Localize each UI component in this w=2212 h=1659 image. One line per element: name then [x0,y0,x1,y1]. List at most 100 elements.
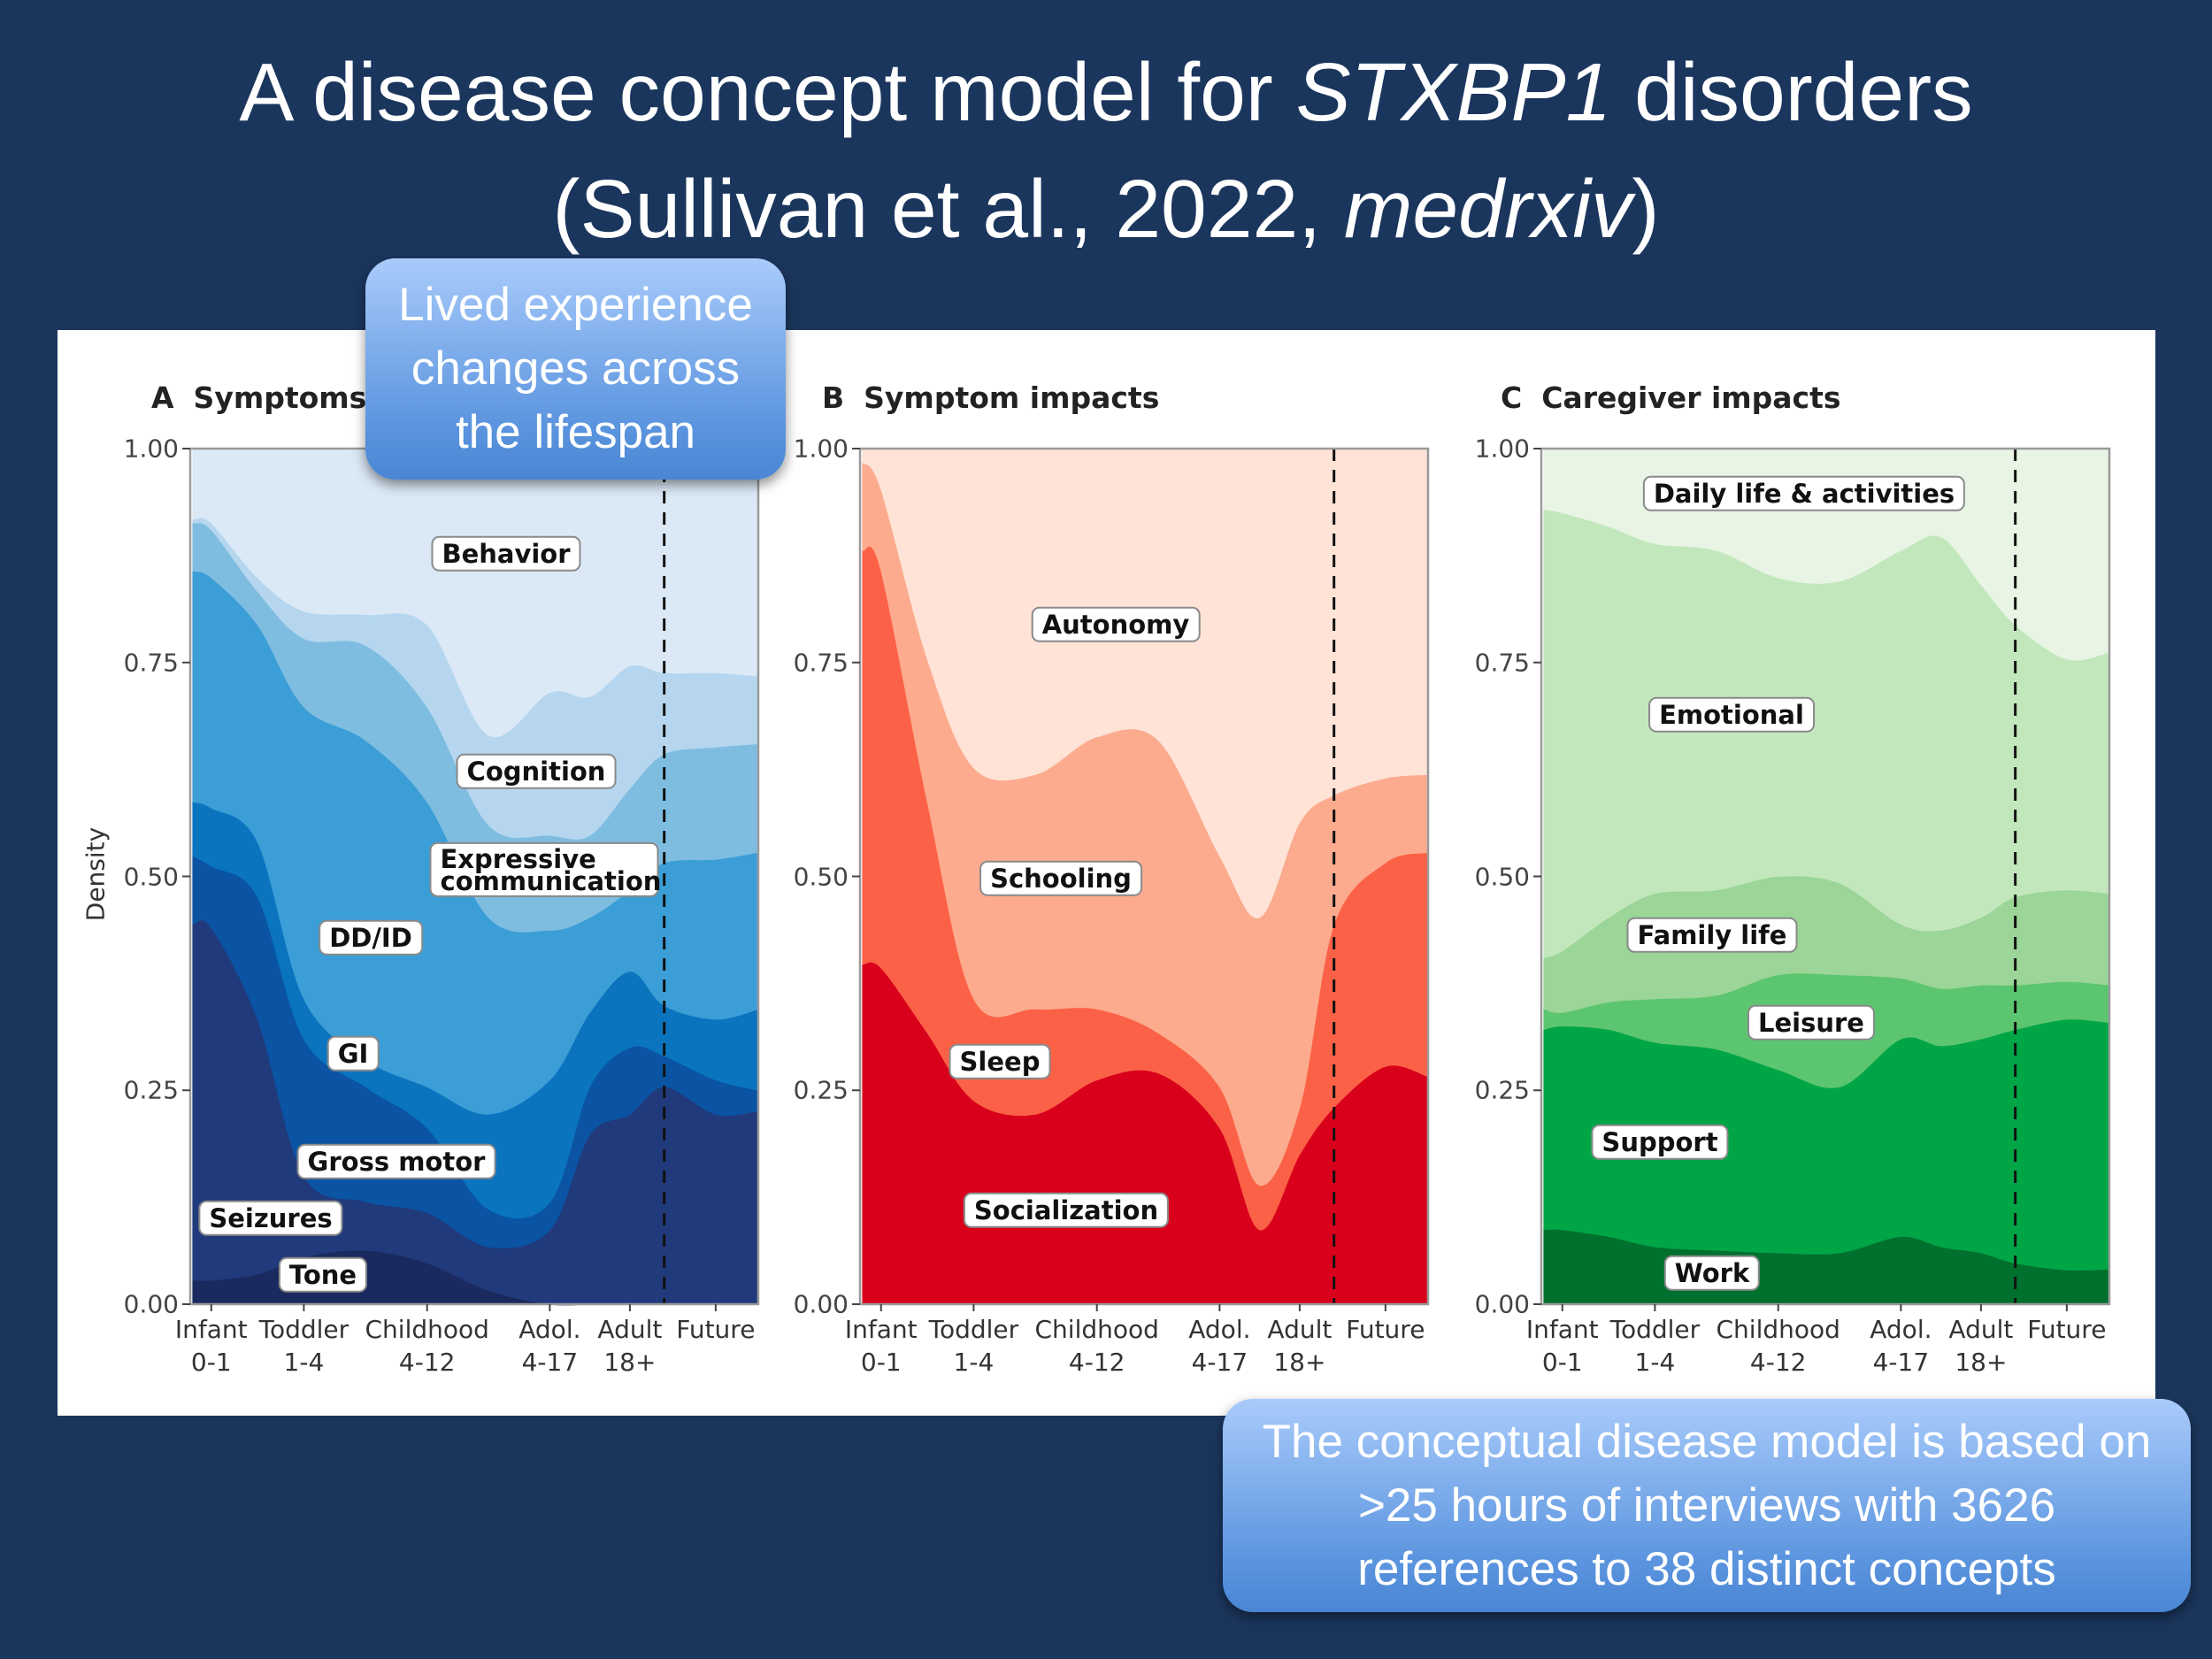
x-tick-age-range: 18+ [1955,1348,2008,1377]
x-tick-age-range: 18+ [603,1348,657,1377]
x-tick-age-range: 1-4 [283,1348,325,1377]
panel-title: C Caregiver impacts [1501,380,1841,415]
x-tick-stage: Adult [1948,1315,2014,1344]
x-tick-label: Adult 18+ [597,1313,662,1379]
x-tick-stage: Infant [174,1315,248,1344]
x-tick-label: Childhood 4-12 [365,1313,488,1379]
callout-lifespan: Lived experience changes across the life… [365,258,786,480]
series-label: Schooling [979,860,1142,897]
series-label: Cognition [456,753,617,790]
series-label: GI [326,1035,380,1072]
x-tick-label: Childhood 4-12 [1716,1313,1839,1379]
y-tick-label: 1.00 [123,434,179,464]
x-tick-label: Adol. 4-17 [1188,1313,1250,1379]
x-tick-age-range: 4-17 [1191,1348,1248,1377]
x-tick-age-range: 0-1 [190,1348,232,1377]
x-tick-stage: Future [676,1315,756,1344]
x-tick-stage: Adult [597,1315,663,1344]
y-tick-label: 0.75 [1474,648,1530,678]
panel-title: A Symptoms [151,380,366,415]
slide-title-line-2: (Sullivan et al., 2022, medrxiv) [0,168,2212,250]
callout-line: Lived experience [398,279,753,331]
x-tick-label: Future [676,1313,755,1379]
panel-letter: A [151,380,174,415]
x-tick-stage: Adol. [518,1315,581,1344]
x-tick-stage: Toddler [258,1315,349,1344]
x-tick-label: Toddler 1-4 [929,1313,1019,1379]
panel-title-text: Caregiver impacts [1541,380,1841,415]
x-tick-label: Childhood 4-12 [1034,1313,1158,1379]
series-label: Seizures [198,1200,343,1237]
x-tick-label: Infant 0-1 [845,1313,918,1379]
series-label: Socialization [963,1192,1170,1229]
citation-text: ) [1632,163,1660,255]
series-label: Support [1591,1124,1729,1161]
series-label: Daily life & activities [1642,475,1966,512]
series-label: Tone [278,1256,368,1294]
citation-text: (Sullivan et al., 2022, [552,163,1344,255]
y-tick-label: 0.25 [1474,1075,1530,1105]
callout-line: changes across [411,342,741,395]
y-tick-label: 0.00 [123,1289,179,1319]
x-tick-age-range: 0-1 [1541,1348,1583,1377]
series-label: Gross motor [296,1143,496,1180]
y-tick-label: 0.50 [793,862,849,891]
y-tick-label: 0.00 [793,1289,849,1319]
series-label: Leisure [1747,1004,1875,1041]
panel-letter: C [1501,380,1523,415]
panel-letter: B [822,380,845,415]
title-text: disorders [1611,46,1973,138]
x-tick-stage: Future [2027,1315,2107,1344]
x-tick-stage: Childhood [365,1315,489,1344]
x-tick-age-range: 4-17 [1872,1348,1930,1377]
panel-title-text: Symptom impacts [864,380,1160,415]
y-tick-label: 0.50 [123,862,179,891]
x-tick-stage: Infant [1525,1315,1599,1344]
x-tick-label: Infant 0-1 [175,1313,248,1379]
series-label: Sleep [949,1043,1051,1080]
y-axis-label: Density [81,826,111,922]
callout-interviews: The conceptual disease model is based on… [1223,1399,2191,1612]
journal-name: medrxiv [1343,163,1632,255]
y-tick-label: 1.00 [793,434,849,464]
series-label: Autonomy [1031,606,1201,643]
series-label: Emotional [1648,696,1815,733]
x-tick-label: Adult 18+ [1267,1313,1332,1379]
y-tick-label: 0.75 [123,648,179,678]
series-label: Work [1663,1255,1761,1292]
x-tick-age-range: 4-17 [521,1348,579,1377]
callout-line: the lifespan [455,406,696,458]
callout-line: The conceptual disease model is based on [1262,1415,2152,1468]
x-tick-age-range: 0-1 [860,1348,902,1377]
y-tick-label: 0.50 [1474,862,1530,891]
title-text: A disease concept model for [239,46,1296,138]
panel-title: B Symptom impacts [822,380,1159,415]
y-tick-label: 0.25 [793,1075,849,1105]
series-label: Behavior [431,535,581,572]
x-tick-label: Toddler 1-4 [1610,1313,1701,1379]
x-tick-stage: Childhood [1034,1315,1159,1344]
x-tick-stage: Adol. [1188,1315,1251,1344]
series-label: Family life [1626,917,1798,954]
x-tick-stage: Adol. [1870,1315,1932,1344]
series-label: DD/ID [319,919,423,956]
x-tick-stage: Toddler [928,1315,1019,1344]
callout-line: >25 hours of interviews with 3626 [1357,1479,2056,1532]
stacked-area-plot-B [852,447,1430,1311]
x-tick-label: Toddler 1-4 [259,1313,349,1379]
y-tick-label: 0.75 [793,648,849,678]
x-tick-label: Adol. 4-17 [518,1313,580,1379]
x-tick-age-range: 18+ [1273,1348,1326,1377]
x-tick-age-range: 4-12 [1068,1348,1125,1377]
stacked-area-plot-C [1533,447,2111,1311]
x-tick-stage: Infant [844,1315,918,1344]
x-tick-age-range [676,1346,755,1379]
x-tick-age-range: 1-4 [1634,1348,1676,1377]
y-tick-label: 0.00 [1474,1289,1530,1319]
y-tick-label: 0.25 [123,1075,179,1105]
x-tick-label: Adult 18+ [1948,1313,2013,1379]
x-tick-age-range: 4-12 [398,1348,456,1377]
y-tick-label: 1.00 [1474,434,1530,464]
slide-title-line-1: A disease concept model for STXBP1 disor… [0,51,2212,134]
x-tick-age-range [2027,1346,2106,1379]
